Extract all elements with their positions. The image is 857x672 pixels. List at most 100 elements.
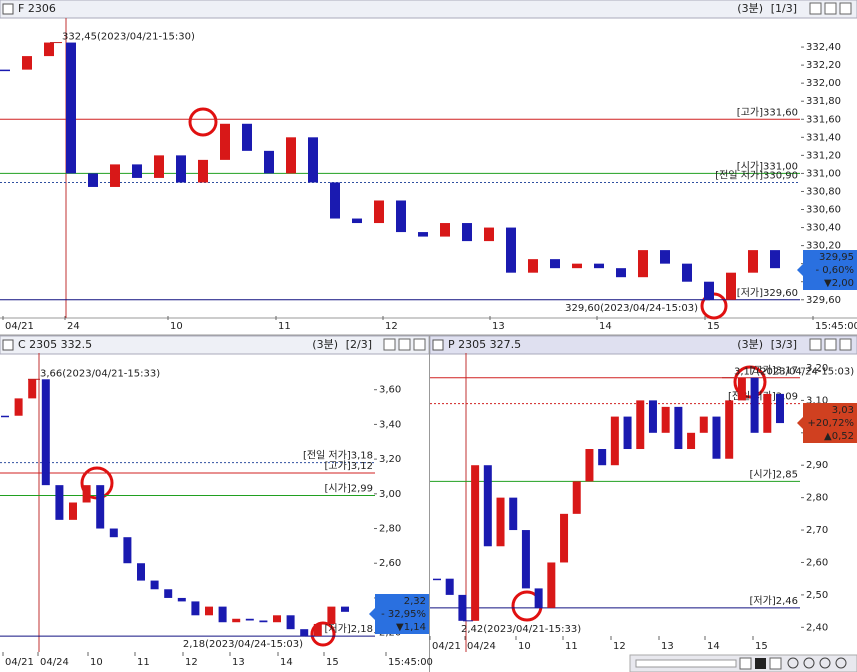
x-tick-label: 14 [599,321,612,332]
candle [636,400,645,450]
zoom-button[interactable] [803,657,815,669]
low-note: 2,18(2023/04/24-15:03) [183,639,303,650]
x-tick-label: 15 [707,321,720,332]
candle [218,606,227,623]
candle [674,406,683,450]
y-tick-label: 2,60 [806,557,828,568]
candle [750,377,759,433]
candle [496,497,505,547]
button[interactable] [398,338,411,351]
candle [110,164,120,187]
price-badge [375,594,429,634]
button[interactable] [824,2,837,15]
button[interactable] [809,338,822,351]
candle [242,123,252,151]
button[interactable] [824,338,837,351]
x-tick-label: 10 [170,321,183,332]
zoom-button[interactable] [835,657,847,669]
y-tick-label: 2,70 [806,525,828,536]
candle [232,618,241,623]
y-tick-label: 330,40 [806,223,841,234]
candle [534,588,543,608]
candle [616,268,626,278]
period: (3분) [737,2,763,15]
button[interactable] [839,338,852,351]
y-tick-label: 2,60 [379,558,401,569]
level-label: [시가]331,00 [737,160,798,172]
y-tick-label: 3,40 [379,419,401,430]
y-tick-label: 332,40 [806,42,841,53]
candle [560,513,569,563]
zoom-button[interactable] [819,657,831,669]
candle [648,400,657,433]
candle [483,465,492,547]
x-tick-label: 24 [67,321,80,332]
candle [572,263,582,269]
y-tick-label: 330,60 [806,205,841,216]
candle [585,449,594,482]
level-label: [시가]2,85 [750,468,798,480]
candle [28,379,37,399]
y-tick-label: 332,20 [806,60,841,71]
candle [313,623,322,637]
button[interactable] [383,338,396,351]
button[interactable] [755,658,766,669]
candle [123,537,132,564]
highlight-circle [188,107,218,137]
badge-pointer [369,608,375,620]
button[interactable] [769,657,782,670]
candle [164,589,173,598]
checkbox[interactable] [2,3,14,15]
y-tick-label: 331,00 [806,168,841,179]
badge-change-pct: +20,72% [807,418,854,429]
x-tick-label: 10 [518,641,531,652]
y-tick-label: 3,00 [379,489,401,500]
y-tick-label: 330,20 [806,241,841,252]
window-buttons [383,2,852,351]
symbol: C 2305 332.5 [18,338,92,351]
candle [259,620,268,623]
level-label: [고가]331,60 [737,106,798,118]
button[interactable] [413,338,426,351]
candle [433,578,441,581]
candle [177,597,186,602]
y-tick-label: 3,10 [806,395,828,406]
candle [273,615,281,623]
candle [748,250,758,273]
x-tick-label: 04/24 [467,641,496,652]
candle [725,400,734,459]
level-label: [저가]2,18 [325,623,373,635]
page-index: [2/3] [346,338,372,351]
candle [109,528,118,538]
checkbox[interactable] [2,339,14,351]
high-note: 3,17(2023/04/24-15:03) [734,367,854,378]
badge-change-pct: - 0,60% [815,265,854,276]
candle [245,618,254,621]
page-index: [1/3] [771,2,797,15]
x-tick-label: 14 [280,657,293,668]
candle [550,259,560,269]
candle [330,182,340,219]
candle [327,606,336,624]
candle [638,250,648,278]
candle [682,263,692,282]
badge-change: ▼2,00 [824,278,854,289]
candle [418,232,428,237]
zoom-button[interactable] [787,657,799,669]
candle [763,393,772,433]
candle [440,223,450,237]
scrollbar[interactable] [635,659,737,668]
candle [770,250,780,269]
candle [66,42,76,174]
price-badge [803,250,857,290]
candle [661,406,670,433]
y-tick-label: 2,80 [379,524,401,535]
button[interactable] [839,2,852,15]
candle [712,416,721,459]
checkbox[interactable] [432,339,444,351]
button[interactable] [739,657,752,670]
candle [205,606,213,616]
button[interactable] [809,2,822,15]
y-tick-label: 330,80 [806,186,841,197]
